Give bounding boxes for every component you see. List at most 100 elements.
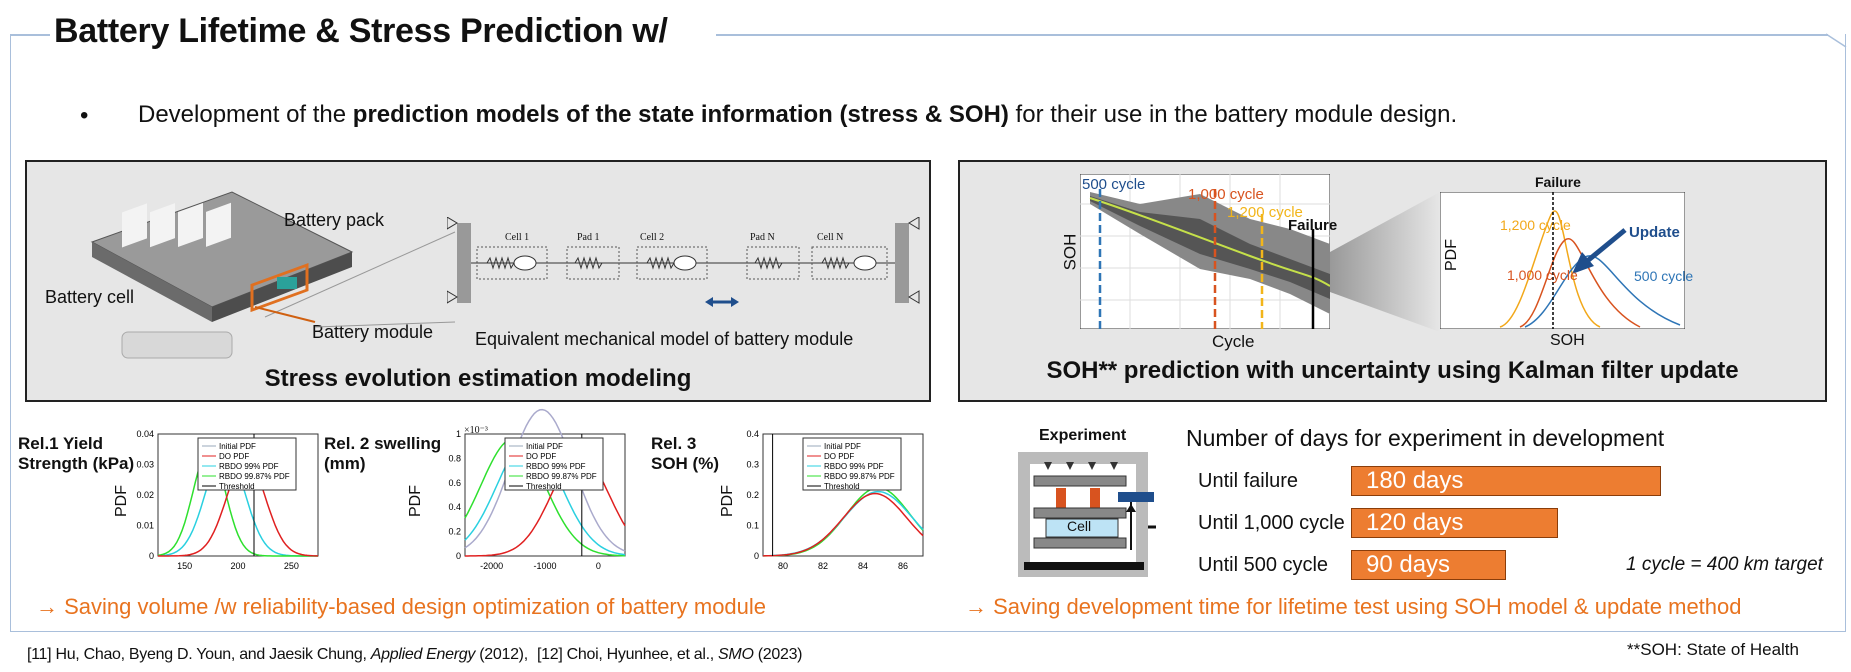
rel3-label-line1: Rel. 3 [651,434,697,453]
rel2-xtick: 0 [596,561,601,571]
rel1-curve-1 [157,447,318,557]
rel2-ytick: 0.6 [448,478,461,488]
bullet-text: Development of the prediction models of … [138,101,1458,128]
rel3-ytick: 0.4 [746,429,759,439]
model-label-padn: Pad N [750,232,775,243]
rel1-legend-item: Initial PDF [219,442,256,451]
rel3-label-line2: SOH (%) [651,454,719,473]
cell-label: Cell [1067,518,1092,534]
rel1-legend-item: RBDO 99.87% PDF [219,472,290,481]
experiment-header: Number of days for experiment in develop… [1186,425,1665,451]
row-label-1000: Until 1,000 cycle [1198,512,1345,534]
frame-corner [1826,33,1847,48]
rel1-ytick: 0.02 [136,490,154,500]
soh-trend-plot [1080,174,1330,329]
pdf-label-1200: 1,200 cycle [1500,217,1571,233]
row-label-failure: Until failure [1198,470,1299,492]
rel3-ytick: 0.3 [746,460,759,470]
pdf-failure-label: Failure [1535,174,1581,190]
rel2-legend-item: RBDO 99.87% PDF [526,472,597,481]
left-conclusion: → Saving volume /w reliability-based des… [36,594,767,619]
right-conclusion: → Saving development time for lifetime t… [965,594,1742,619]
rel1-legend-item: Threshold [219,482,255,491]
rel3-ytick: 0.1 [746,521,759,531]
rel2-xtick: -2000 [480,561,503,571]
frame-top-left [10,34,50,36]
rel3-legend-item: Initial PDF [824,442,861,451]
model-label-celln: Cell N [817,232,844,243]
rel1-ytick: 0.04 [136,429,154,439]
pdf-xlabel: SOH [1550,332,1585,349]
rel3-legend-item: RBDO 99% PDF [824,462,884,471]
cycle-note: 1 cycle = 400 km target [1626,554,1823,575]
mechanical-model-diagram [447,217,920,307]
experiment-rig-image [1018,452,1156,577]
rel2-exponent: ×10⁻³ [464,425,488,436]
row-label-500: Until 500 cycle [1198,554,1329,576]
ref-11: [11] Hu, Chao, Byeng D. Youn, and Jaesik… [27,646,528,663]
rel1-label-line1: Rel.1 Yield [18,434,104,453]
slide-frame [10,34,1846,632]
bar-500-text: 90 days [1366,551,1451,578]
model-caption: Equivalent mechanical model of battery m… [475,329,854,349]
stress-caption: Stress evolution estimation modeling [264,365,692,392]
rel2-xtick: -1000 [533,561,556,571]
rel3-legend-item: RBDO 99.87% PDF [824,472,895,481]
rel2-legend-item: RBDO 99% PDF [526,462,586,471]
soh-marker-1200: 1,200 cycle [1227,204,1303,221]
rel3-xtick: 84 [858,561,868,571]
bar-failure: 180 days [1351,466,1661,496]
slide-title: Battery Lifetime & Stress Prediction w/ [52,12,682,51]
pdf-label-1000: 1,000 cycle [1507,267,1578,283]
rel3-ytick: 0 [754,551,759,561]
rel2-label-line2: (mm) [324,454,366,473]
rel1-ytick: 0 [149,551,154,561]
soh-failure-label: Failure [1288,217,1338,234]
rel1-xtick: 150 [177,561,192,571]
battery-pack-label: Battery pack [284,210,385,230]
bullet-marker: • [80,102,89,129]
pdf-label-500: 500 cycle [1634,268,1694,284]
rel2-curve-0 [464,408,626,552]
experiment-label: Experiment [1039,427,1127,444]
rel1-xtick: 250 [284,561,299,571]
soh-panel: 500 cycle 1,000 cycle 1,200 cycle Failur… [958,160,1827,402]
soh-pdf-plot [1440,192,1685,329]
model-label-cell2: Cell 2 [640,232,665,243]
rel1-legend-item: DO PDF [219,452,249,461]
rel3-ytick: 0.2 [746,490,759,500]
projection-wedge [1330,192,1440,332]
rel2-ytick: 0.8 [448,453,461,463]
rel2-legend-item: Initial PDF [526,442,563,451]
frame-top-right [716,34,1828,36]
rel3-xtick: 86 [898,561,908,571]
model-label-pad1: Pad 1 [577,232,600,243]
rel3-legend-item: Threshold [824,482,860,491]
battery-cell-label: Battery cell [45,287,135,307]
bar-500: 90 days [1351,550,1506,580]
rel1-xtick: 200 [230,561,245,571]
soh-marker-500: 500 cycle [1082,176,1146,193]
rel3-curve-2 [762,492,924,557]
ref-12: [12] Choi, Hyunhee, et al., SMO (2023) [537,646,803,663]
soh-caption: SOH** prediction with uncertainty using … [1046,357,1739,384]
rel2-legend-item: Threshold [526,482,562,491]
rel2-ytick: 0.4 [448,502,461,512]
rel1-label-line2: Strength (kPa) [18,454,135,473]
rel3-xtick: 80 [778,561,788,571]
pdf-update-label: Update [1629,224,1680,241]
battery-pack-image [90,191,354,359]
soh-xlabel: Cycle [1212,332,1255,351]
rel3-legend-item: DO PDF [824,452,854,461]
rel2-ytick: 1 [456,429,461,439]
rel2-label-line1: Rel. 2 swelling [324,434,442,453]
rel2-legend-item: DO PDF [526,452,556,461]
rel1-ytick: 0.01 [136,521,154,531]
rel1-ytick: 0.03 [136,460,154,470]
rel2-ytick: 0.2 [448,527,461,537]
bar-failure-text: 180 days [1366,467,1464,494]
stress-panel: Battery pack Battery cell Battery module… [25,160,931,402]
